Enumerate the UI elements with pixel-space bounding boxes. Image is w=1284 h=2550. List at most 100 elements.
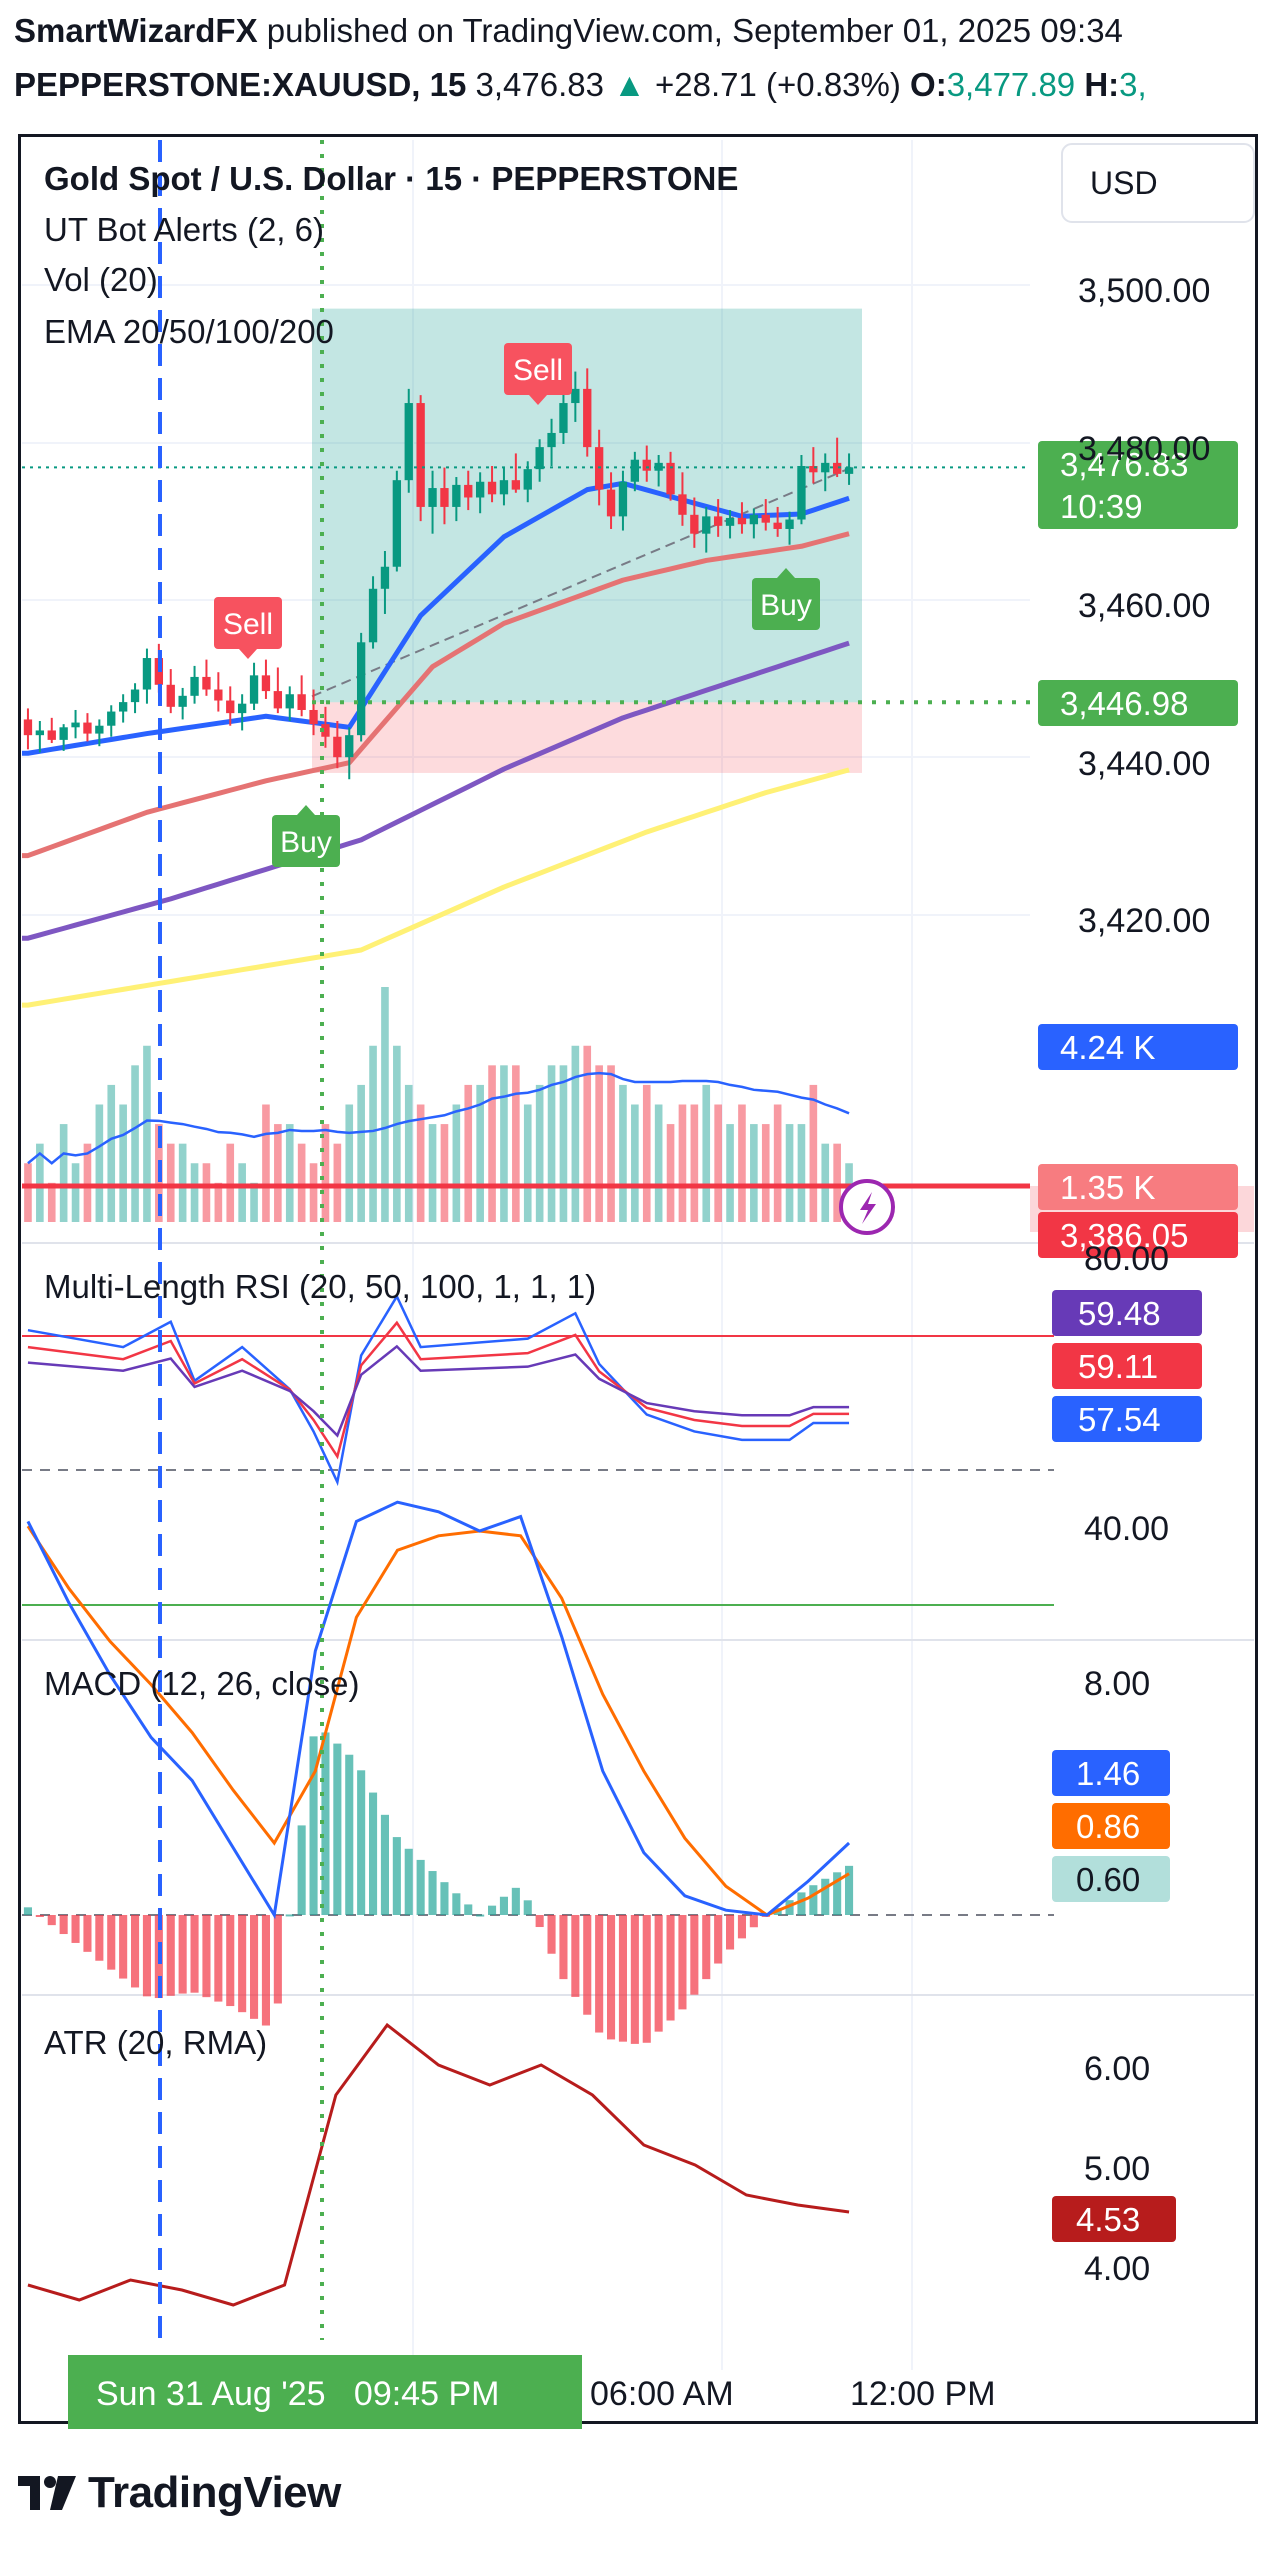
sell-signal[interactable]: Sell xyxy=(214,597,282,659)
candle-body[interactable] xyxy=(475,481,485,498)
rsi-line-20[interactable] xyxy=(27,1293,850,1487)
atr-title[interactable]: ATR (20, RMA) xyxy=(44,2024,267,2061)
candle-body[interactable] xyxy=(333,736,342,758)
rsi-line-100[interactable] xyxy=(27,1344,850,1438)
candle-body[interactable] xyxy=(249,675,259,704)
candle-body[interactable] xyxy=(309,709,318,725)
chart-frame[interactable] xyxy=(18,134,1258,2424)
candle-body[interactable] xyxy=(583,388,592,448)
candle-body[interactable] xyxy=(226,700,235,714)
candle-body[interactable] xyxy=(166,684,175,707)
macd-line[interactable] xyxy=(26,1500,851,1920)
candle-body[interactable] xyxy=(559,403,568,433)
stop-zone[interactable] xyxy=(312,702,862,773)
candle-body[interactable] xyxy=(83,722,92,734)
candle-body[interactable] xyxy=(404,403,413,481)
candle-body[interactable] xyxy=(654,462,663,471)
candle-body[interactable] xyxy=(59,727,68,740)
candle-body[interactable] xyxy=(785,519,794,529)
legend-ut-bot[interactable]: UT Bot Alerts (2, 6) xyxy=(44,211,324,248)
rsi-line-50[interactable] xyxy=(27,1320,850,1460)
candle-body[interactable] xyxy=(107,711,116,726)
candle-body[interactable] xyxy=(487,481,497,495)
candle-body[interactable] xyxy=(23,719,33,736)
candle-body[interactable] xyxy=(130,689,140,703)
candle-body[interactable] xyxy=(35,730,45,736)
buy-signal[interactable]: Buy xyxy=(752,568,820,630)
macd-signal-line[interactable] xyxy=(26,1525,850,1917)
ema-20-line[interactable] xyxy=(22,480,850,756)
candle-body[interactable] xyxy=(95,725,104,734)
candle-body[interactable] xyxy=(737,517,747,525)
volume-bar xyxy=(595,1065,603,1222)
candle-body[interactable] xyxy=(702,516,711,534)
candle-body[interactable] xyxy=(214,689,223,701)
candle-body[interactable] xyxy=(678,494,687,515)
legend-volume[interactable]: Vol (20) xyxy=(44,261,158,298)
author-name[interactable]: SmartWizardFX xyxy=(14,12,258,49)
candle-body[interactable] xyxy=(809,466,818,473)
candle-body[interactable] xyxy=(547,432,556,448)
candle-body[interactable] xyxy=(440,488,449,507)
candle-body[interactable] xyxy=(392,480,402,567)
candle-body[interactable] xyxy=(47,730,56,740)
candle-body[interactable] xyxy=(523,469,532,490)
ema-100-line[interactable] xyxy=(22,640,850,941)
candle-body[interactable] xyxy=(630,459,640,482)
candle-body[interactable] xyxy=(725,517,735,526)
candle-body[interactable] xyxy=(428,488,437,507)
candle-body[interactable] xyxy=(464,484,473,498)
candle-body[interactable] xyxy=(118,702,128,712)
tradingview-brand[interactable]: TradingView xyxy=(18,2468,341,2518)
candle-body[interactable] xyxy=(571,388,580,404)
candle-body[interactable] xyxy=(71,722,80,728)
candle-body[interactable] xyxy=(142,658,152,690)
candle-body[interactable] xyxy=(261,675,271,692)
candle-body[interactable] xyxy=(511,480,521,490)
candle-body[interactable] xyxy=(594,447,604,490)
macd-title[interactable]: MACD (12, 26, close) xyxy=(44,1665,359,1702)
candle-body[interactable] xyxy=(749,514,759,525)
legend-ema[interactable]: EMA 20/50/100/200 xyxy=(44,313,334,350)
candle-body[interactable] xyxy=(797,466,806,520)
candle-body[interactable] xyxy=(321,724,330,737)
candle-body[interactable] xyxy=(452,484,461,507)
candle-body[interactable] xyxy=(345,735,354,758)
candle-body[interactable] xyxy=(713,516,723,526)
atr-line[interactable] xyxy=(27,2022,850,2307)
candle-body[interactable] xyxy=(606,489,616,517)
candle-body[interactable] xyxy=(535,447,544,470)
candle-body[interactable] xyxy=(618,481,628,517)
rsi-title[interactable]: Multi-Length RSI (20, 50, 100, 1, 1, 1) xyxy=(44,1268,596,1305)
buy-signal-label: Buy xyxy=(760,589,812,622)
candle-body[interactable] xyxy=(666,462,675,495)
currency-button[interactable] xyxy=(1061,143,1255,223)
candle-body[interactable] xyxy=(499,480,509,495)
sell-signal[interactable]: Sell xyxy=(504,343,572,405)
candle-body[interactable] xyxy=(368,588,378,643)
macd-histogram-bar xyxy=(618,1915,627,2042)
candle-body[interactable] xyxy=(285,694,294,709)
candle-body[interactable] xyxy=(273,691,283,709)
candle-body[interactable] xyxy=(178,695,187,707)
candle-body[interactable] xyxy=(416,403,425,507)
candle-body[interactable] xyxy=(297,694,306,710)
candle-body[interactable] xyxy=(690,514,699,534)
ema-200-line[interactable] xyxy=(22,767,850,1008)
candle-body[interactable] xyxy=(356,642,366,736)
macd-histogram-bar xyxy=(226,1915,235,2007)
candle-body[interactable] xyxy=(190,676,199,696)
candle-body[interactable] xyxy=(642,459,651,471)
candle-body[interactable] xyxy=(821,462,830,473)
candle-body[interactable] xyxy=(202,676,211,690)
buy-signal[interactable]: Buy xyxy=(272,805,340,867)
candle-body[interactable] xyxy=(832,462,842,474)
ema-50-line[interactable] xyxy=(22,531,850,859)
rsi-value-text: 59.48 xyxy=(1078,1295,1161,1332)
candle-body[interactable] xyxy=(380,566,390,589)
candle-body[interactable] xyxy=(761,514,770,523)
candle-body[interactable] xyxy=(237,703,247,714)
candle-body[interactable] xyxy=(773,522,782,529)
candle-body[interactable] xyxy=(844,467,854,474)
